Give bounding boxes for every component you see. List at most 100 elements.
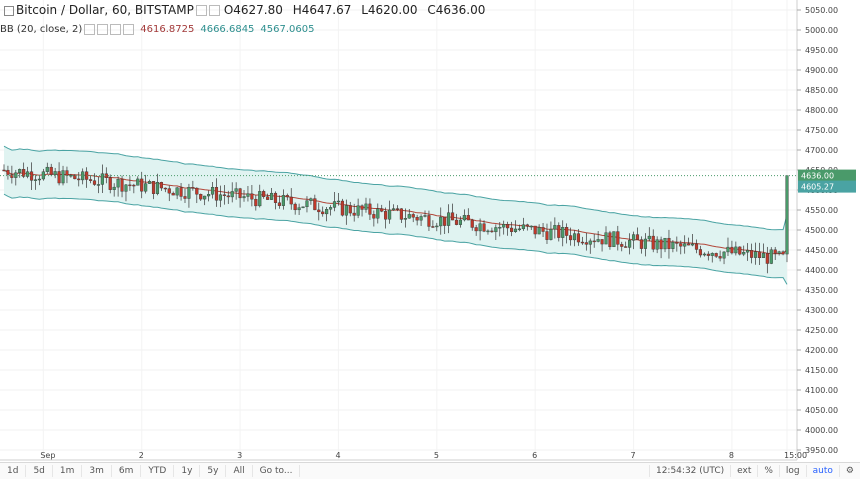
timeframe-ytd[interactable]: YTD — [141, 465, 175, 477]
candle-body — [277, 202, 281, 206]
price-tick-label: 5050.00 — [805, 6, 838, 15]
square-icon[interactable] — [4, 6, 14, 16]
indicator-control-box[interactable] — [110, 23, 122, 35]
candle — [332, 192, 337, 212]
candle-body — [427, 215, 431, 227]
candle-body — [399, 208, 403, 220]
candle-body — [395, 208, 400, 210]
candle — [655, 236, 659, 254]
candle-body — [702, 253, 706, 256]
candle — [407, 208, 411, 219]
price-tick-label: 4350.00 — [805, 286, 838, 295]
indicator-control-box[interactable] — [97, 23, 109, 35]
candle-body — [576, 233, 581, 243]
timeframe-3m[interactable]: 3m — [82, 465, 112, 477]
bollinger-lower-line — [3, 193, 788, 285]
candle-body — [120, 179, 124, 192]
price-tick-label: 4800.00 — [805, 106, 838, 115]
candle — [490, 227, 494, 233]
timeframe-1y[interactable]: 1y — [174, 465, 201, 477]
candle — [718, 250, 722, 262]
candle — [222, 185, 226, 205]
candle-body — [195, 187, 199, 195]
candle — [549, 221, 553, 241]
bottom-toolbar: 1d 5d 1m 3m 6m YTD 1y 5y All Go to... 12… — [0, 462, 860, 479]
candle-body — [482, 223, 486, 232]
timeframe-5y[interactable]: 5y — [200, 465, 227, 477]
candle-body — [403, 218, 407, 220]
candle-body — [541, 227, 545, 232]
candle-body — [391, 208, 396, 211]
candle-body — [470, 219, 474, 228]
candle-body — [624, 246, 628, 248]
indicator-control-box[interactable] — [123, 23, 135, 35]
log-toggle[interactable]: log — [778, 465, 806, 477]
auto-toggle[interactable]: auto — [805, 465, 839, 477]
candle — [679, 240, 683, 255]
candle-body — [490, 230, 494, 233]
candle-body — [753, 251, 758, 258]
candle-body — [679, 243, 683, 247]
candle-body — [187, 187, 191, 199]
percent-toggle[interactable]: % — [757, 465, 779, 477]
candle-body — [588, 240, 592, 245]
candle-body — [671, 241, 675, 249]
candle — [659, 236, 663, 259]
candle — [506, 221, 510, 236]
candle-body — [234, 188, 238, 192]
time-tick-label: 6 — [532, 451, 537, 460]
candle-body — [730, 246, 734, 254]
candle — [411, 212, 415, 223]
candle — [262, 189, 266, 199]
candle — [167, 185, 171, 202]
time-tick-label: 4 — [335, 451, 340, 460]
candle — [254, 195, 258, 211]
candle-body — [765, 253, 769, 264]
candle — [384, 207, 388, 229]
candle — [399, 208, 403, 223]
indicator-control-box[interactable] — [84, 23, 96, 35]
candle-body — [525, 224, 529, 227]
candle — [175, 186, 179, 200]
candle — [356, 198, 360, 219]
candle-body — [325, 209, 329, 215]
candle — [258, 184, 262, 208]
timeframe-6m[interactable]: 6m — [112, 465, 142, 477]
candle — [120, 175, 124, 198]
candle — [183, 188, 187, 204]
ext-toggle[interactable]: ext — [730, 465, 757, 477]
candle — [628, 233, 632, 255]
candle-body — [639, 239, 643, 249]
indicator-legend[interactable]: BB (20, close, 2) 4616.8725 4666.6845 45… — [0, 21, 315, 37]
timeframe-5d[interactable]: 5d — [26, 465, 53, 477]
candle-body — [281, 195, 285, 206]
candle-body — [608, 232, 612, 248]
candle-body — [340, 200, 344, 216]
candle — [521, 217, 525, 231]
timeframe-1m[interactable]: 1m — [53, 465, 83, 477]
timeframe-1d[interactable]: 1d — [0, 465, 27, 477]
candle-body — [466, 215, 470, 221]
candle-body — [506, 224, 510, 229]
candle-body — [230, 191, 234, 198]
candle — [159, 181, 163, 191]
header-toggle-box[interactable] — [195, 4, 207, 16]
candle-body — [584, 242, 588, 245]
candle — [482, 220, 486, 233]
candle — [179, 182, 183, 201]
candle-body — [136, 178, 140, 186]
candle-body — [738, 246, 742, 255]
candle — [395, 205, 400, 212]
candle-body — [329, 207, 333, 210]
candle-body — [486, 230, 490, 233]
candle-body — [655, 239, 659, 250]
header-toggle-box[interactable] — [208, 4, 220, 16]
candle-body — [368, 203, 372, 215]
gear-icon[interactable]: ⚙ — [838, 465, 860, 477]
candle — [612, 231, 616, 248]
candle — [557, 222, 561, 242]
candle-body — [18, 169, 22, 173]
goto-button[interactable]: Go to... — [253, 465, 301, 477]
timeframe-all[interactable]: All — [226, 465, 253, 477]
